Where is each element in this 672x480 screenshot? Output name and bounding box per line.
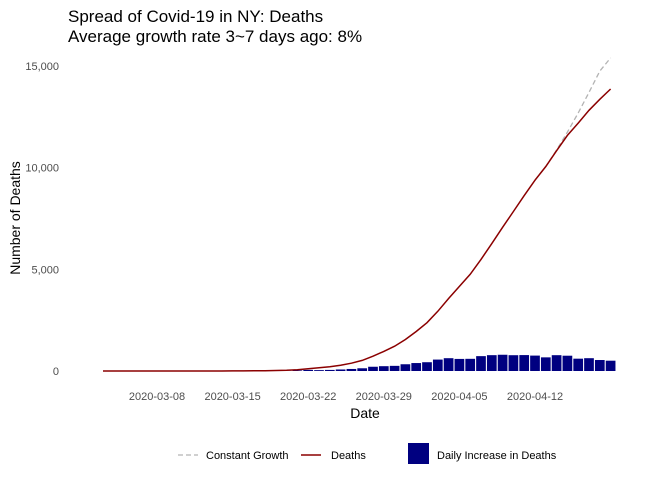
bar bbox=[335, 369, 346, 371]
bars-daily-increase bbox=[227, 354, 616, 371]
bar bbox=[314, 370, 324, 371]
bar bbox=[411, 363, 422, 371]
bar bbox=[594, 360, 605, 371]
bar bbox=[584, 358, 594, 371]
x-tick-label: 2020-04-12 bbox=[507, 391, 563, 403]
bar bbox=[292, 370, 303, 371]
bar bbox=[486, 355, 497, 371]
legend: Constant Growth Deaths Daily Increase in… bbox=[178, 443, 557, 464]
bar bbox=[303, 369, 314, 371]
x-axis-title: Date bbox=[350, 405, 380, 421]
bar bbox=[530, 355, 540, 371]
bar bbox=[454, 358, 465, 371]
bar bbox=[551, 355, 562, 371]
bar bbox=[508, 355, 519, 371]
x-tick-label: 2020-03-22 bbox=[280, 391, 336, 403]
chart-subtitle: Average growth rate 3~7 days ago: 8% bbox=[68, 27, 362, 46]
legend-label-deaths: Deaths bbox=[331, 450, 366, 462]
bar bbox=[346, 368, 357, 371]
bar bbox=[400, 364, 411, 371]
legend-label-constant-growth: Constant Growth bbox=[206, 450, 289, 462]
bar bbox=[432, 359, 443, 371]
y-tick-label: 5,000 bbox=[31, 264, 59, 276]
bar bbox=[476, 356, 486, 371]
y-tick-label: 10,000 bbox=[25, 163, 59, 175]
y-axis-title: Number of Deaths bbox=[7, 161, 23, 275]
x-tick-label: 2020-03-15 bbox=[204, 391, 260, 403]
bar bbox=[465, 358, 476, 371]
line-deaths bbox=[103, 88, 612, 372]
bar bbox=[605, 360, 616, 371]
y-tick-label: 0 bbox=[53, 366, 59, 378]
legend-label-daily-increase: Daily Increase in Deaths bbox=[437, 450, 557, 462]
bar bbox=[357, 368, 368, 371]
bar bbox=[497, 354, 508, 371]
chart-title: Spread of Covid-19 in NY: Deaths bbox=[68, 7, 323, 26]
lines bbox=[103, 57, 612, 372]
x-axis: 2020-03-08 2020-03-15 2020-03-22 2020-03-29… bbox=[129, 391, 563, 403]
bar bbox=[389, 365, 400, 371]
x-tick-label: 2020-03-08 bbox=[129, 391, 185, 403]
bar bbox=[378, 366, 389, 371]
bar bbox=[443, 358, 454, 371]
line-constant-growth bbox=[534, 57, 612, 181]
bar bbox=[422, 362, 432, 371]
x-tick-label: 2020-04-05 bbox=[431, 391, 487, 403]
legend-key-daily-increase bbox=[408, 443, 429, 464]
bar bbox=[519, 355, 530, 371]
y-tick-label: 15,000 bbox=[25, 61, 59, 73]
bar bbox=[573, 358, 584, 371]
bar bbox=[562, 355, 573, 371]
x-tick-label: 2020-03-29 bbox=[356, 391, 412, 403]
bar bbox=[540, 357, 551, 371]
bar bbox=[368, 366, 378, 371]
bar bbox=[324, 369, 335, 371]
y-axis: 0 5,000 10,000 15,000 bbox=[25, 61, 59, 378]
